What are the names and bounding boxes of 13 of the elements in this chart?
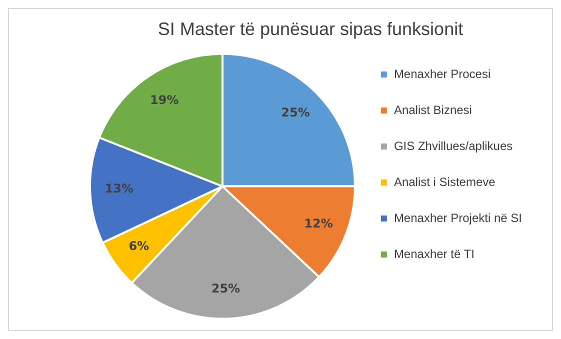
legend-label: Menaxher Projekti në SI [394, 210, 522, 225]
data-label: 25% [281, 105, 310, 120]
legend-label: GIS Zhvillues/aplikues [394, 138, 513, 153]
data-label: 6% [128, 239, 150, 254]
legend-label: Menaxher Procesi [394, 66, 491, 81]
data-label: 12% [304, 216, 333, 230]
legend-label: Analist i Sistemeve [394, 174, 496, 189]
data-label: 19% [150, 92, 179, 107]
chart-title: SI Master të punësuar sipas funksionit [158, 18, 464, 39]
legend-label: Menaxher të TI [394, 246, 474, 261]
data-label: 25% [211, 282, 240, 296]
data-label: 13% [104, 182, 134, 196]
legend-label: Analist Biznesi [394, 102, 472, 117]
